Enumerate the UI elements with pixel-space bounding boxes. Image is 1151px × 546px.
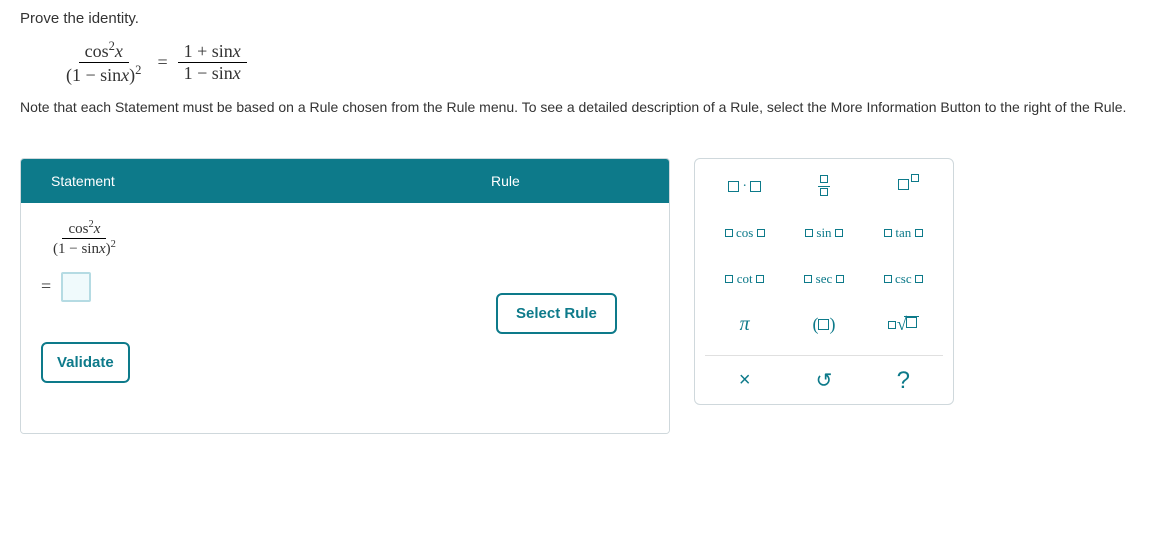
proof-panel: Statement Rule cos2x (1 − sinx)2 = Selec… (20, 158, 670, 434)
palette-nth-root[interactable]: √ (871, 309, 935, 341)
identity-expression: cos2x (1 − sinx)2 = 1 + sinx 1 − sinx (60, 39, 1131, 86)
palette-cos[interactable]: cos (713, 217, 777, 249)
palette-exponent[interactable] (871, 171, 935, 203)
lhs-numerator: cos2x (79, 39, 129, 63)
eq-sign: = (157, 52, 167, 73)
palette-parentheses[interactable]: () (792, 309, 856, 341)
palette-sin[interactable]: sin (792, 217, 856, 249)
palette-multiply[interactable]: · (713, 171, 777, 203)
palette-help-button[interactable]: ? (873, 364, 933, 398)
palette-sec[interactable]: sec (792, 263, 856, 295)
expression-input-slot[interactable] (61, 272, 91, 302)
palette-csc[interactable]: csc (871, 263, 935, 295)
starting-expression: cos2x (1 − sinx)2 (47, 219, 122, 258)
prompt-text: Prove the identity. (20, 10, 1131, 27)
lhs-denominator: (1 − sinx)2 (60, 63, 147, 86)
rhs-numerator: 1 + sinx (178, 41, 247, 63)
panel-header: Statement Rule (21, 159, 669, 203)
header-statement: Statement (21, 159, 479, 203)
select-rule-button[interactable]: Select Rule (496, 293, 617, 334)
rhs-denominator: 1 − sinx (178, 63, 247, 84)
symbol-palette: · cos sin tan cot sec csc π () (694, 158, 954, 405)
note-text: Note that each Statement must be based o… (20, 98, 1131, 118)
palette-pi[interactable]: π (713, 309, 777, 341)
validate-button[interactable]: Validate (41, 342, 130, 383)
step-eq: = (41, 276, 51, 297)
palette-cot[interactable]: cot (713, 263, 777, 295)
header-rule: Rule (479, 159, 669, 203)
palette-fraction[interactable] (792, 171, 856, 203)
palette-reset-button[interactable]: ↺ (794, 364, 854, 398)
palette-tan[interactable]: tan (871, 217, 935, 249)
palette-clear-button[interactable]: × (715, 364, 775, 398)
